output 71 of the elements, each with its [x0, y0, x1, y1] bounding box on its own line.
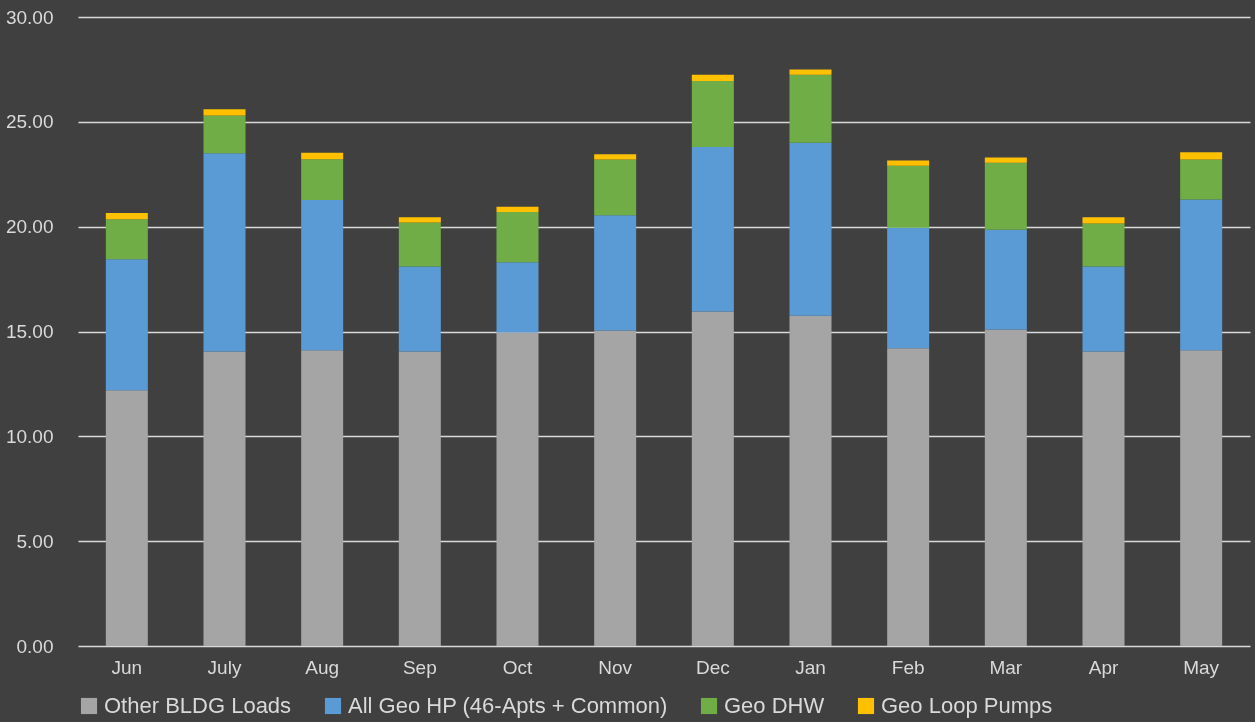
bar — [1082, 223, 1125, 267]
bar — [887, 348, 930, 646]
bar — [203, 109, 246, 116]
bar — [594, 154, 637, 160]
bar — [496, 211, 539, 263]
x-tick-label: Oct — [502, 656, 533, 678]
y-tick-label: 10.00 — [5, 425, 54, 447]
bar — [496, 206, 539, 212]
y-tick-label: 15.00 — [5, 321, 54, 342]
bar — [984, 162, 1027, 230]
bar — [203, 351, 246, 646]
bar — [301, 200, 344, 351]
bar — [789, 74, 832, 143]
y-tick-label: 30.00 — [5, 6, 54, 28]
bar — [984, 157, 1027, 163]
x-tick-label: Feb — [891, 656, 925, 678]
x-tick-label: Apr — [1088, 656, 1119, 678]
bar — [1180, 350, 1223, 646]
bar — [1082, 351, 1125, 646]
bar — [398, 217, 441, 223]
bar — [105, 259, 148, 391]
y-tick-label: 5.00 — [16, 530, 54, 552]
legend-label: Geo Loop Pumps — [881, 693, 1053, 718]
bar — [1180, 159, 1223, 200]
bar — [691, 74, 734, 81]
x-tick-label: July — [207, 656, 242, 678]
bar — [105, 390, 148, 646]
bar — [887, 227, 930, 349]
legend-label: Other BLDG Loads — [104, 693, 292, 718]
bar — [398, 222, 441, 267]
x-tick-label: Mar — [989, 656, 1023, 678]
bar — [1082, 217, 1125, 224]
bar — [1180, 199, 1223, 351]
bar — [496, 262, 539, 333]
x-tick-label: Nov — [598, 656, 633, 678]
bar — [398, 266, 441, 352]
bar — [984, 329, 1027, 646]
bar — [301, 152, 344, 160]
bar — [203, 115, 246, 154]
bar — [691, 311, 734, 646]
y-tick-label: 20.00 — [5, 216, 54, 238]
bar — [398, 351, 441, 646]
bar — [105, 213, 148, 220]
bar — [1180, 152, 1223, 160]
x-tick-label: May — [1183, 656, 1220, 678]
bar — [1082, 266, 1125, 352]
x-tick-label: Aug — [305, 656, 340, 678]
bar — [984, 229, 1027, 330]
bar — [301, 159, 344, 201]
bar — [887, 165, 930, 228]
bar — [887, 160, 930, 166]
bar — [691, 146, 734, 312]
bar — [594, 330, 637, 646]
x-tick-label: Sep — [402, 656, 437, 678]
bar — [789, 69, 832, 75]
x-tick-label: Dec — [695, 656, 730, 678]
bar — [594, 159, 637, 216]
bar — [105, 219, 148, 260]
legend-label: All Geo HP (46-Apts + Common) — [348, 693, 668, 718]
x-tick-label: Jun — [111, 656, 143, 678]
bar — [789, 315, 832, 646]
bar — [203, 153, 246, 352]
bar — [691, 80, 734, 147]
bar — [301, 350, 344, 646]
bar — [496, 332, 539, 646]
bar — [789, 142, 832, 316]
x-tick-label: Jan — [795, 656, 826, 678]
y-tick-label: 0.00 — [16, 635, 54, 657]
y-tick-label: 25.00 — [5, 111, 54, 133]
legend-label: Geo DHW — [724, 693, 825, 718]
bar — [594, 215, 637, 331]
